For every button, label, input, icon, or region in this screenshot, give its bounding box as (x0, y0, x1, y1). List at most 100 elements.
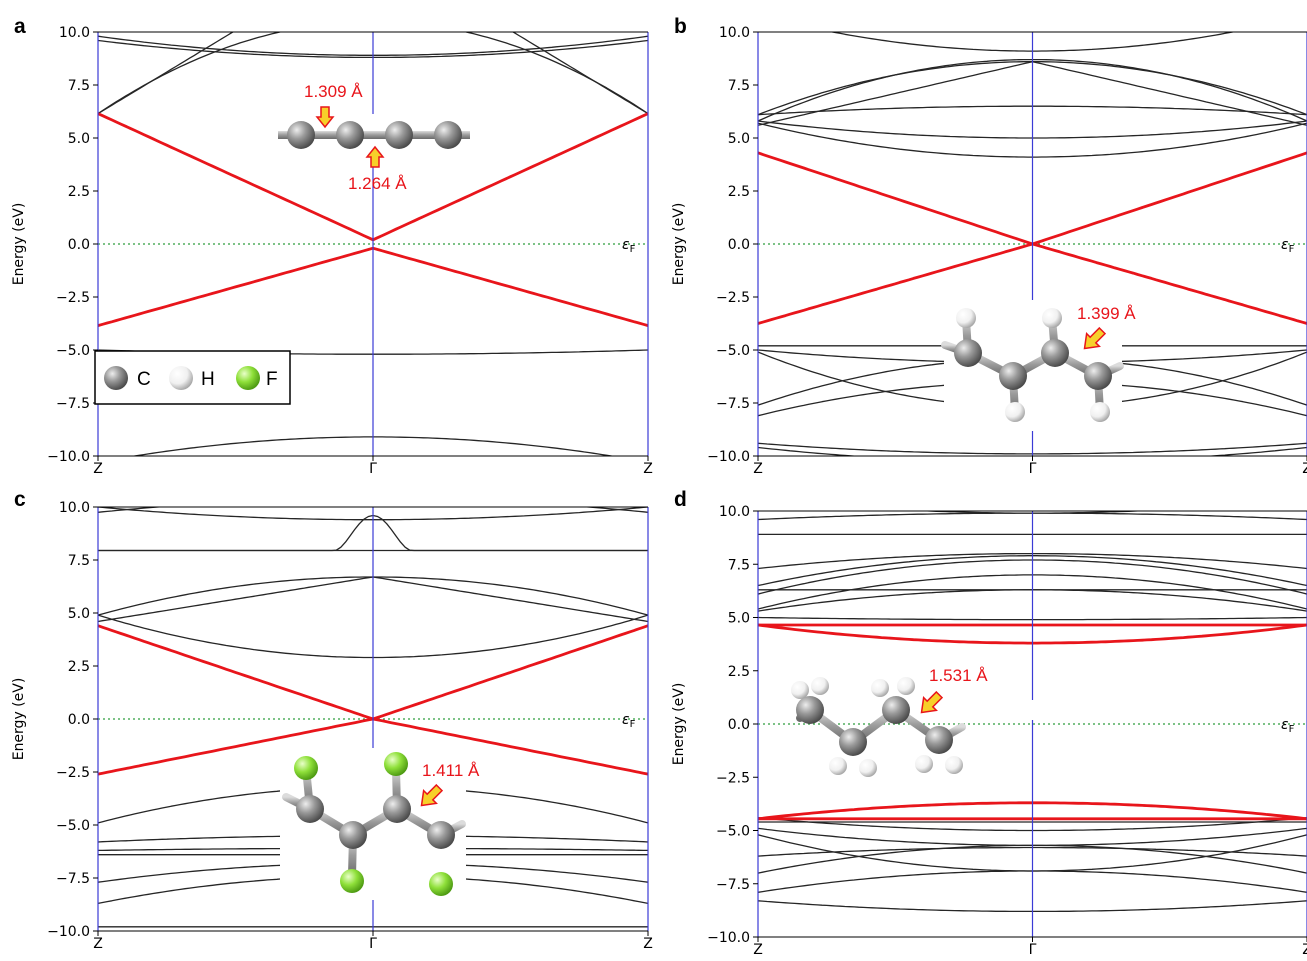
panel-letter-b: b (674, 15, 687, 38)
x-tick-label: Z (93, 936, 103, 952)
y-tick-label: 5.0 (68, 131, 90, 147)
hydrogen-atom (859, 759, 877, 777)
x-tick-label: Z (643, 936, 653, 952)
x-tick-label: Z (643, 461, 653, 477)
y-tick-label: −7.5 (716, 877, 750, 893)
hydrogen-atom (1090, 402, 1110, 422)
panel-b: −10.0 −7.5 −5.0 −2.5 0.0 2.5 5.0 7.5 10.0 Z Γ Z Ener… (671, 25, 1307, 477)
y-tick-label: −10.0 (47, 449, 90, 465)
hydrogen-atom (915, 755, 933, 773)
bond-length-label: 1.309 Å (304, 82, 363, 101)
y-tick-label: 0.0 (68, 712, 90, 728)
bond-arrow-icon (315, 106, 335, 129)
fluorine-legend-icon (236, 366, 260, 390)
band-line (98, 32, 648, 115)
panel-a: −10.0 −7.5 −5.0 −2.5 0.0 2.5 5.0 7.5 10.0 Z Γ Z Ener… (11, 25, 653, 477)
y-tick-label: −10.0 (707, 930, 750, 946)
y-tick-label: 2.5 (728, 664, 750, 680)
y-tick-label: 10.0 (59, 25, 90, 41)
carbon-legend-icon (104, 366, 128, 390)
y-tick-label: −2.5 (56, 290, 90, 306)
fluorine-atom (340, 869, 364, 893)
legend-label-f: F (266, 369, 278, 390)
carbon-atom (339, 821, 367, 849)
x-tick-label: Z (1302, 461, 1307, 477)
fluorine-atom (429, 872, 453, 896)
panel-d: −10.0 −7.5 −5.0 −2.5 0.0 2.5 5.0 7.5 10.0 Z Γ Z Ener… (671, 504, 1307, 958)
bond-arrow-icon (1083, 326, 1107, 350)
y-axis-label: Energy (eV) (11, 203, 27, 286)
y-tick-label: 7.5 (728, 78, 750, 94)
carbon-atom (296, 795, 324, 823)
hydrogen-atom (945, 756, 963, 774)
fermi-label: εF (622, 712, 636, 730)
y-tick-label: −7.5 (56, 396, 90, 412)
hydrogen-atom (1042, 308, 1062, 328)
x-tick-label: Γ (369, 461, 377, 477)
carbon-atom (434, 121, 462, 149)
x-tick-label: Γ (1029, 461, 1037, 477)
carbon-atom (954, 339, 982, 367)
legend-label-h: H (201, 369, 215, 390)
bond-arrow-icon (920, 690, 944, 714)
hydrogen-atom (1005, 402, 1025, 422)
y-tick-label: −7.5 (56, 871, 90, 887)
y-tick-label: −10.0 (707, 449, 750, 465)
y-tick-label: −2.5 (716, 770, 750, 786)
panel-letter-d: d (674, 488, 687, 511)
band-line (98, 32, 648, 115)
y-axis-label: Energy (eV) (671, 683, 687, 766)
x-tick-label: Γ (1029, 942, 1037, 958)
chain-bond (278, 131, 470, 139)
y-tick-label: 0.0 (728, 717, 750, 733)
carbon-atom (999, 362, 1027, 390)
carbon-atom (1084, 362, 1112, 390)
y-tick-label: 2.5 (68, 184, 90, 200)
carbon-atom (925, 726, 953, 754)
y-tick-label: −7.5 (716, 396, 750, 412)
y-tick-label: −2.5 (716, 290, 750, 306)
carbon-atom (385, 121, 413, 149)
molecule-inset-d (791, 677, 966, 777)
hydrogen-atom (871, 679, 889, 697)
hydrogen-legend-icon (169, 366, 193, 390)
carbon-atom (1041, 339, 1069, 367)
panel-letter-c: c (14, 488, 26, 511)
y-tick-label: 7.5 (68, 553, 90, 569)
fluorine-atom (294, 756, 318, 780)
y-tick-label: −5.0 (56, 818, 90, 834)
molecule-inset-a (270, 106, 476, 168)
y-tick-label: −5.0 (716, 343, 750, 359)
y-tick-label: 5.0 (728, 611, 750, 627)
hydrogen-atom (791, 681, 809, 699)
carbon-atom (427, 821, 455, 849)
fluorine-atom (384, 752, 408, 776)
y-tick-label: 2.5 (68, 659, 90, 675)
y-tick-label: 0.0 (728, 237, 750, 253)
y-tick-label: 7.5 (68, 78, 90, 94)
carbon-atom (796, 696, 824, 724)
atom-legend: C H F (94, 350, 291, 405)
molecule-inset-c (280, 750, 466, 900)
y-tick-label: 10.0 (59, 500, 90, 516)
bond-length-label: 1.264 Å (348, 174, 407, 193)
bond-length-label: 1.411 Å (422, 761, 480, 780)
hydrogen-atom (811, 677, 829, 695)
bond-length-label: 1.399 Å (1077, 304, 1136, 323)
hydrogen-atom (956, 308, 976, 328)
fermi-label: εF (1281, 717, 1295, 735)
bond-arrow-icon (420, 783, 444, 807)
y-tick-label: −5.0 (716, 824, 750, 840)
x-tick-label: Z (753, 942, 763, 958)
hydrogen-atom (897, 677, 915, 695)
molecule-inset-b (941, 301, 1124, 431)
x-tick-label: Z (93, 461, 103, 477)
y-tick-label: 0.0 (68, 237, 90, 253)
x-tick-label: Γ (369, 936, 377, 952)
x-tick-label: Z (753, 461, 763, 477)
carbon-atom (839, 728, 867, 756)
y-tick-label: −5.0 (56, 343, 90, 359)
fermi-label: εF (1281, 237, 1295, 255)
fermi-label: εF (622, 237, 636, 255)
